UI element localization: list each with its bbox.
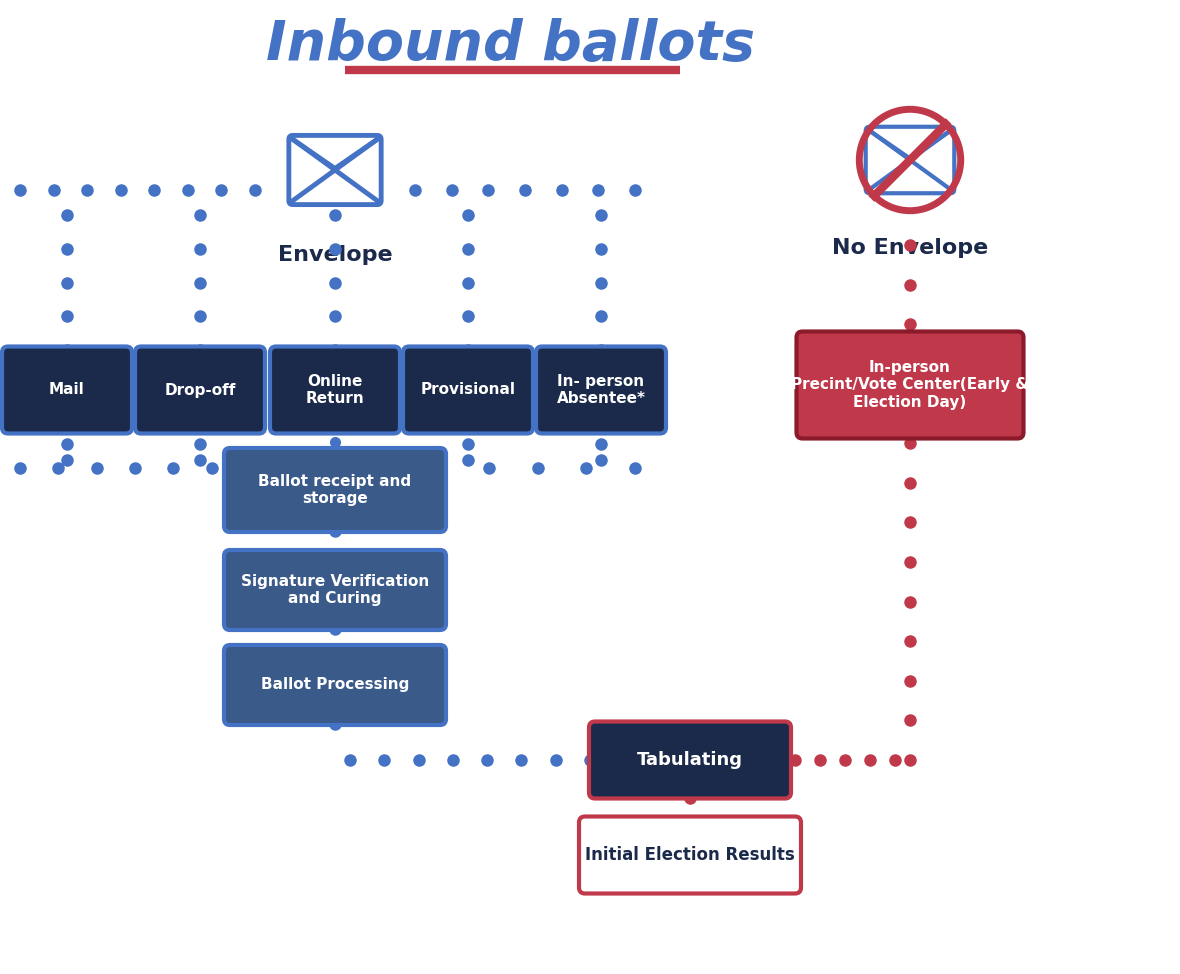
Text: Drop-off: Drop-off bbox=[164, 383, 236, 397]
FancyBboxPatch shape bbox=[289, 135, 381, 205]
Text: Inbound ballots: Inbound ballots bbox=[266, 18, 754, 72]
Text: Ballot receipt and
storage: Ballot receipt and storage bbox=[258, 473, 412, 506]
FancyBboxPatch shape bbox=[579, 816, 801, 893]
FancyBboxPatch shape bbox=[404, 347, 533, 433]
FancyBboxPatch shape bbox=[135, 347, 266, 433]
FancyBboxPatch shape bbox=[270, 347, 400, 433]
Text: Ballot Processing: Ballot Processing bbox=[261, 678, 409, 693]
Text: Tabulating: Tabulating bbox=[637, 751, 743, 769]
Text: Envelope: Envelope bbox=[277, 245, 392, 265]
Text: Signature Verification
and Curing: Signature Verification and Curing bbox=[241, 574, 430, 606]
Text: No Envelope: No Envelope bbox=[832, 238, 988, 258]
FancyBboxPatch shape bbox=[224, 645, 446, 725]
FancyBboxPatch shape bbox=[866, 127, 955, 193]
FancyBboxPatch shape bbox=[796, 331, 1023, 438]
FancyBboxPatch shape bbox=[224, 448, 446, 532]
Text: Provisional: Provisional bbox=[420, 383, 516, 397]
FancyBboxPatch shape bbox=[224, 550, 446, 630]
FancyBboxPatch shape bbox=[536, 347, 666, 433]
Text: In- person
Absentee*: In- person Absentee* bbox=[557, 374, 645, 406]
Text: In-person
Precint/Vote Center(Early &
Election Day): In-person Precint/Vote Center(Early & El… bbox=[791, 360, 1029, 410]
Text: Online
Return: Online Return bbox=[306, 374, 365, 406]
Text: Mail: Mail bbox=[50, 383, 85, 397]
FancyBboxPatch shape bbox=[2, 347, 132, 433]
Text: Initial Election Results: Initial Election Results bbox=[585, 846, 795, 864]
FancyBboxPatch shape bbox=[589, 722, 791, 799]
